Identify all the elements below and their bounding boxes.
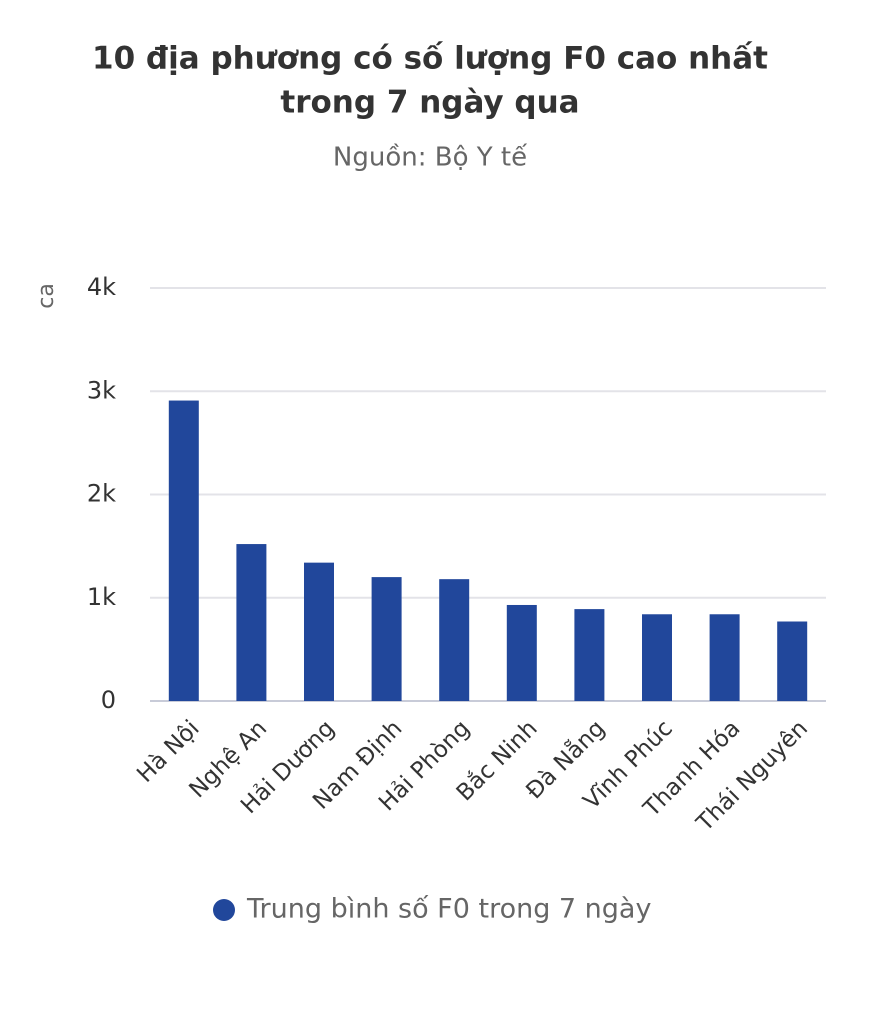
y-tick-label: 2k <box>87 480 116 508</box>
y-tick-label: 0 <box>101 686 116 714</box>
y-tick-label: 1k <box>87 583 116 611</box>
chart-title: 10 địa phương có số lượng F0 cao nhất <box>92 41 768 77</box>
chart-subtitle: Nguồn: Bộ Y tế <box>333 143 527 173</box>
bar <box>371 577 402 701</box>
chart-title: trong 7 ngày qua <box>280 85 579 121</box>
bar <box>168 400 199 701</box>
bar <box>236 544 267 701</box>
bar <box>574 609 605 701</box>
y-tick-label: 4k <box>87 273 116 301</box>
bar <box>506 604 537 701</box>
y-axis-label: ca <box>34 283 59 309</box>
bar <box>304 562 334 701</box>
bar <box>642 614 672 701</box>
legend-marker <box>213 899 235 921</box>
bar <box>777 621 808 701</box>
bar <box>709 614 740 701</box>
bar <box>439 579 470 701</box>
legend-label: Trung bình số F0 trong 7 ngày <box>246 894 651 925</box>
y-tick-label: 3k <box>87 376 116 404</box>
